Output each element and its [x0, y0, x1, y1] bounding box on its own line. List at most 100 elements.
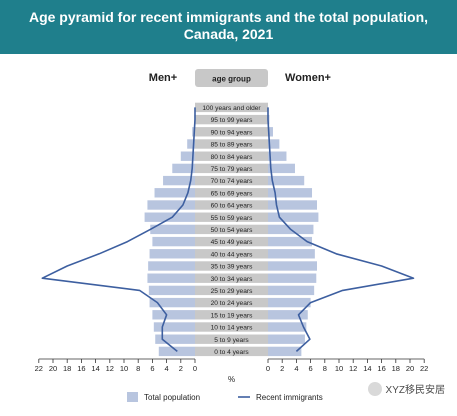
tick-label-men-20: 20 [49, 364, 57, 373]
age-label-bg-5 [195, 285, 268, 296]
bar-women-12 [268, 200, 317, 210]
bar-men-16 [180, 151, 195, 161]
bar-women-4 [268, 297, 311, 308]
age-label-bg-4 [195, 297, 268, 308]
bar-women-1 [268, 334, 305, 344]
age-label-10: 50 to 54 years [211, 227, 253, 234]
age-label-17: 85 to 89 years [211, 142, 253, 149]
bar-men-1 [155, 334, 195, 344]
bar-women-14 [268, 175, 305, 186]
bar-men-12 [147, 200, 195, 210]
age-header-label: age group [212, 75, 251, 84]
age-label-15: 75 to 79 years [211, 166, 253, 173]
bar-women-7 [268, 261, 317, 271]
tick-label-men-10: 10 [120, 364, 128, 373]
tick-label-men-22: 22 [35, 364, 43, 373]
age-label-8: 40 to 44 years [211, 251, 253, 258]
bar-men-3 [152, 310, 195, 320]
age-label-bg-0 [195, 346, 268, 357]
legend-label-immigrants: Recent immigrants [256, 393, 323, 402]
age-label-11: 55 to 59 years [211, 215, 253, 222]
bar-men-9 [152, 236, 195, 247]
tick-label-men-12: 12 [106, 364, 114, 373]
age-label-14: 70 to 74 years [211, 178, 253, 185]
tick-label-women-10: 10 [335, 364, 343, 373]
age-label-bg-18 [195, 127, 268, 137]
women-label: Women+ [285, 72, 331, 84]
age-label-bg-3 [195, 310, 268, 320]
age-label-bg-14 [195, 175, 268, 186]
age-label-bg-13 [195, 188, 268, 198]
age-label-5: 25 to 29 years [211, 288, 253, 295]
age-pyramid-chart: Men+ Women+ age group 0 to 4 years 5 to 9… [35, 69, 428, 402]
bar-men-5 [148, 285, 195, 296]
bar-women-13 [268, 188, 313, 198]
bar-women-2 [268, 322, 307, 332]
age-label-20: 100 years and older [202, 105, 261, 112]
age-label-bg-16 [195, 151, 268, 161]
age-label-4: 20 to 24 years [211, 300, 253, 307]
age-label-bg-6 [195, 273, 268, 283]
bar-men-7 [148, 261, 195, 271]
age-label-12: 60 to 64 years [211, 203, 253, 210]
age-label-13: 65 to 69 years [211, 190, 253, 197]
age-label-16: 80 to 84 years [211, 154, 253, 161]
bar-men-14 [163, 175, 195, 186]
bar-men-17 [187, 139, 195, 149]
watermark-logo-icon [367, 381, 382, 396]
men-label: Men+ [149, 72, 177, 84]
bar-women-18 [268, 127, 273, 137]
age-group-labels: 0 to 4 years 5 to 9 years 10 to 14 years 15… [195, 102, 268, 357]
age-label-bg-10 [195, 224, 268, 235]
tick-label-men-4: 4 [165, 364, 169, 373]
legend: Total population Recent immigrants [127, 392, 323, 402]
age-label-7: 35 to 39 years [211, 264, 253, 271]
tick-label-women-2: 2 [280, 364, 284, 373]
bar-men-8 [149, 249, 195, 259]
bar-men-4 [149, 297, 195, 308]
age-label-19: 95 to 99 years [211, 117, 253, 124]
bar-women-5 [268, 285, 315, 296]
tick-label-women-8: 8 [323, 364, 327, 373]
age-label-bg-7 [195, 261, 268, 271]
tick-label-men-18: 18 [63, 364, 71, 373]
bar-women-15 [268, 163, 295, 174]
age-label-bg-1 [195, 334, 268, 344]
bar-men-13 [154, 188, 195, 198]
x-unit-label: % [228, 375, 235, 384]
tick-label-men-0: 0 [193, 364, 197, 373]
tick-label-women-22: 22 [420, 364, 428, 373]
bar-women-8 [268, 249, 315, 259]
bar-women-0 [268, 346, 302, 357]
age-label-3: 15 to 19 years [211, 312, 253, 319]
tick-label-men-14: 14 [91, 364, 99, 373]
tick-label-women-12: 12 [349, 364, 357, 373]
legend-label-total: Total population [144, 393, 200, 402]
tick-label-men-2: 2 [179, 364, 183, 373]
tick-label-women-18: 18 [392, 364, 400, 373]
immigrants-line-men [41, 107, 196, 353]
bar-women-17 [268, 139, 280, 149]
immigrants-line-women [267, 107, 415, 352]
bar-women-9 [268, 236, 313, 247]
tick-label-women-4: 4 [294, 364, 298, 373]
tick-label-women-16: 16 [377, 364, 385, 373]
age-label-2: 10 to 14 years [211, 325, 253, 332]
bar-men-6 [147, 273, 195, 283]
bar-women-16 [268, 151, 287, 161]
age-label-6: 30 to 34 years [211, 276, 253, 283]
age-label-bg-15 [195, 163, 268, 174]
age-label-0: 0 to 4 years [214, 349, 249, 356]
tick-label-men-8: 8 [136, 364, 140, 373]
age-label-1: 5 to 9 years [214, 337, 249, 344]
tick-label-women-0: 0 [266, 364, 270, 373]
legend-swatch-total [127, 392, 138, 402]
age-label-bg-9 [195, 236, 268, 247]
bar-women-3 [268, 310, 308, 320]
bar-women-6 [268, 273, 317, 283]
chart-title: Age pyramid for recent immigrants and th… [28, 9, 429, 25]
bar-men-2 [153, 322, 195, 332]
age-header-box [195, 69, 268, 87]
bar-men-11 [144, 212, 195, 222]
